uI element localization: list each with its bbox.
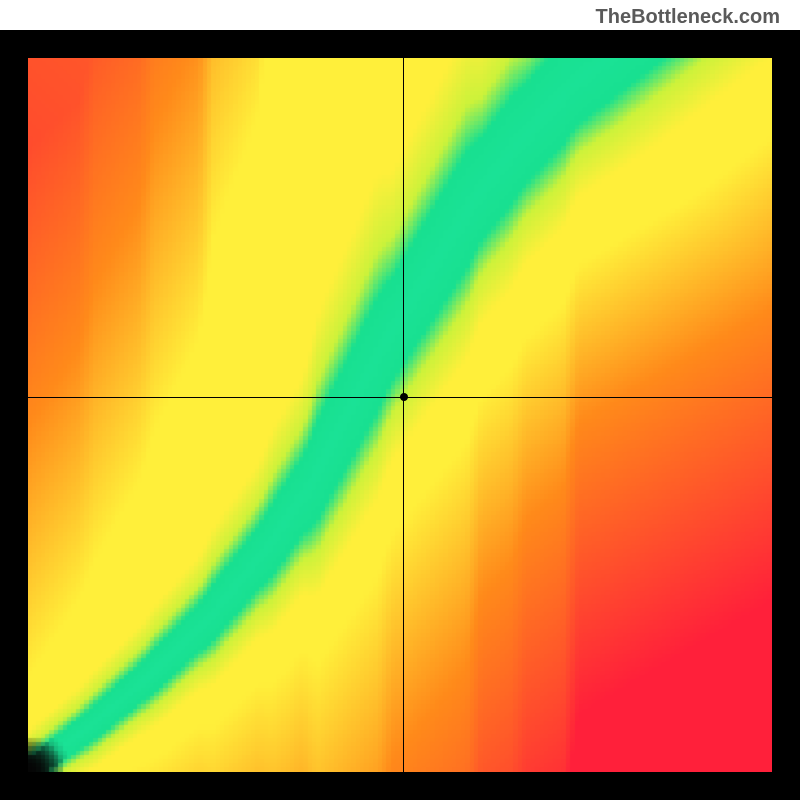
heatmap-plot-area <box>28 58 772 772</box>
bottleneck-heatmap <box>28 58 772 772</box>
watermark-text: TheBottleneck.com <box>596 6 780 29</box>
crosshair-marker-dot <box>400 393 408 401</box>
crosshair-vertical <box>403 58 404 772</box>
